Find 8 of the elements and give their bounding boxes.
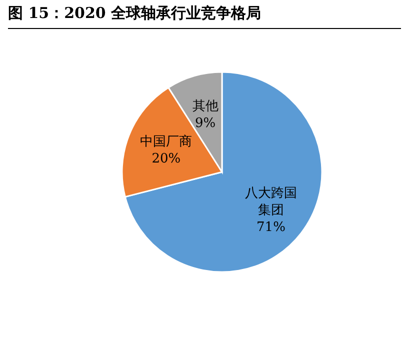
slice-label: 八大跨国集团	[244, 186, 297, 218]
chart-title: 图 15：2020 全球轴承行业竞争格局	[8, 4, 262, 23]
slice-label: 中国厂商	[140, 134, 192, 149]
pie-slice	[124, 71, 323, 273]
data-label: 9%	[194, 115, 216, 130]
slice-label: 其他	[192, 98, 218, 114]
data-label: 71%	[256, 220, 286, 234]
data-label: 20%	[152, 150, 181, 166]
